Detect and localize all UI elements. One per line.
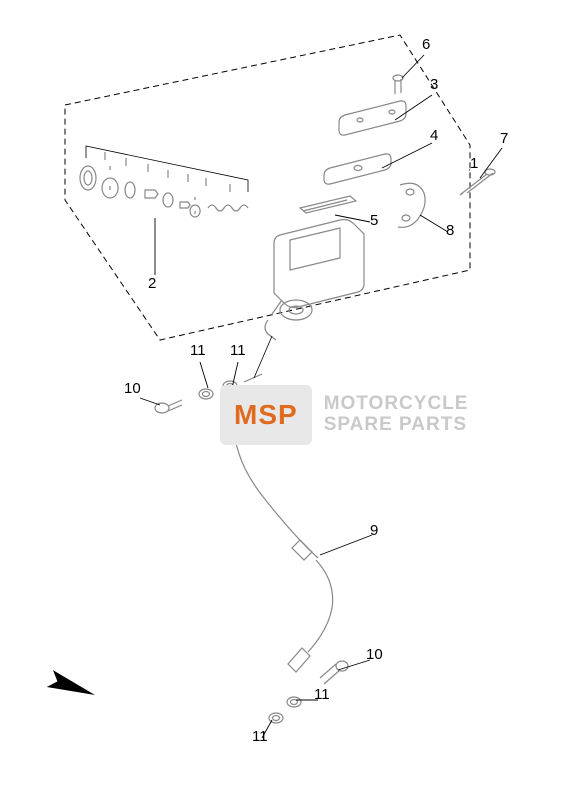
gasket — [300, 196, 356, 213]
diagram-svg — [0, 0, 580, 800]
banjo-bolt-top — [155, 381, 237, 413]
reservoir-cap — [339, 101, 406, 135]
direction-arrow — [47, 670, 98, 703]
callout-11c: 11 — [314, 686, 330, 703]
bracket-bolt — [460, 169, 495, 195]
callout-1: 1 — [470, 155, 478, 172]
callout-10a: 10 — [124, 380, 141, 397]
banjo-bolt-bottom — [269, 661, 348, 723]
bracket — [398, 183, 425, 227]
callout-3: 3 — [430, 76, 438, 93]
callout-7: 7 — [500, 130, 508, 147]
callout-6: 6 — [422, 36, 430, 53]
callout-9: 9 — [370, 522, 378, 539]
callout-11d: 11 — [252, 728, 268, 745]
callout-8: 8 — [446, 222, 454, 239]
callout-5: 5 — [370, 212, 378, 229]
callout-11a: 11 — [190, 342, 206, 359]
callout-4: 4 — [430, 127, 438, 144]
callout-10b: 10 — [366, 646, 383, 663]
master-cylinder-body — [265, 220, 364, 341]
cap-screw — [393, 75, 403, 94]
callout-11b: 11 — [230, 342, 246, 359]
diagram-canvas: 1 2 3 4 5 6 7 8 9 10 10 11 11 11 11 MSP … — [0, 0, 580, 800]
brake-hose — [234, 374, 333, 672]
callout-2: 2 — [148, 275, 156, 292]
diaphragm-plate — [324, 154, 391, 184]
cylinder-kit — [80, 146, 248, 217]
